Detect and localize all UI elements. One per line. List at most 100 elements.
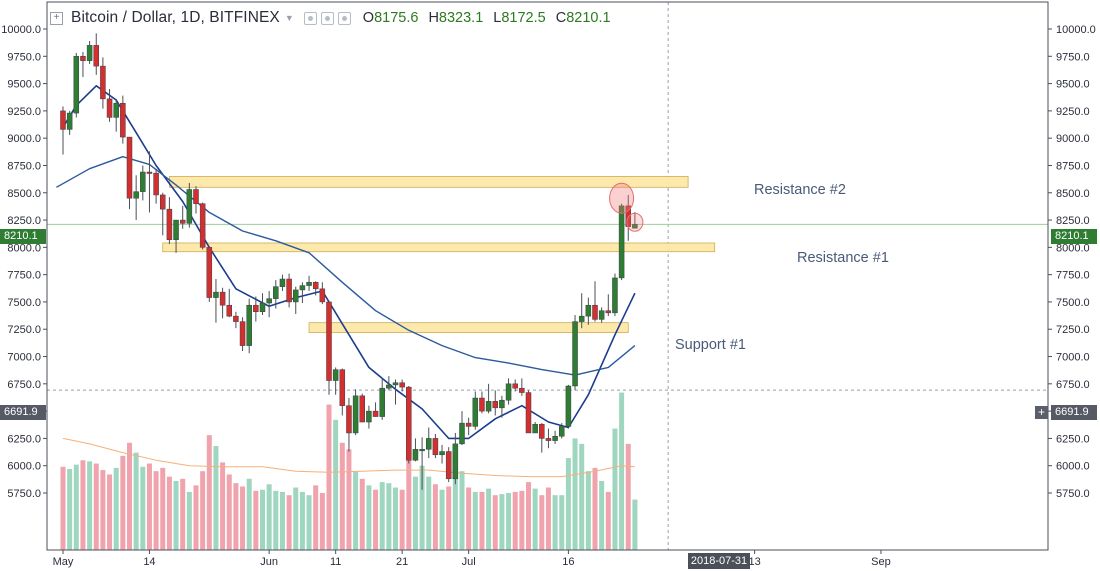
- candle-body: [419, 449, 425, 452]
- y-tick-label-left: 9750.0: [7, 51, 41, 63]
- volume-bar: [393, 487, 398, 550]
- volume-bar: [286, 495, 292, 550]
- candle-body: [372, 410, 379, 417]
- crosshair-price-badge-left: 6691.9: [0, 405, 46, 420]
- zone-1: [168, 175, 689, 188]
- candle-body: [153, 172, 159, 196]
- x-tick-label: Jun: [260, 556, 278, 568]
- candle-body: [73, 56, 80, 114]
- candle-body: [253, 304, 259, 313]
- volume-bar: [206, 435, 212, 550]
- volume-bar: [439, 489, 445, 550]
- symbol-title[interactable]: Bitcoin / Dollar, 1D, BITFINEX: [71, 9, 280, 26]
- y-tick-label-right: 8000.0: [1056, 242, 1090, 254]
- volume-bar: [466, 487, 472, 550]
- zone-label-resistance-1[interactable]: Resistance #1: [797, 250, 889, 266]
- candle-body: [525, 392, 532, 434]
- volume-bar: [339, 442, 345, 550]
- candle-body: [452, 443, 459, 480]
- volume-bar: [160, 467, 166, 550]
- x-tick-label: Sep: [871, 556, 891, 568]
- candle-body: [585, 304, 592, 317]
- candles-layer: [60, 33, 638, 490]
- volume-bar: [93, 463, 99, 550]
- y-tick-label-left: 10000.0: [1, 24, 41, 36]
- volume-bar: [333, 419, 339, 550]
- y-tick-label-left: 6250.0: [7, 433, 41, 445]
- y-tick-label-right: 6250.0: [1056, 433, 1090, 445]
- volume-bar: [479, 491, 485, 550]
- volume-bar: [412, 476, 418, 550]
- visibility-icon[interactable]: [303, 11, 317, 25]
- candle-body: [539, 423, 545, 439]
- highlights-layer: [609, 182, 644, 232]
- ohlc-readout: O8175.6 H8323.1 L8172.5 C8210.1: [363, 10, 611, 26]
- volume-bar: [113, 467, 119, 550]
- y-tick-label-left: 8000.0: [7, 242, 41, 254]
- y-tick-label-right: 7750.0: [1056, 270, 1090, 282]
- crosshair-price-badge-right: 6691.9: [1051, 405, 1097, 420]
- zones-layer[interactable]: [162, 175, 716, 333]
- zone-label-support-1[interactable]: Support #1: [675, 337, 746, 353]
- volume-bar: [299, 491, 305, 550]
- volume-bar: [220, 462, 226, 550]
- volume-bar: [532, 488, 538, 550]
- volume-bar: [432, 484, 438, 550]
- volume-bar: [107, 474, 113, 550]
- last-price-badge-left: 8210.1: [0, 229, 46, 244]
- candle-body: [273, 286, 279, 299]
- candle-body: [618, 205, 625, 279]
- ohlc-close: C8210.1: [555, 10, 611, 26]
- volume-bar: [240, 486, 246, 550]
- candle-body: [173, 219, 179, 240]
- expand-icon[interactable]: +: [50, 11, 63, 25]
- candle-body: [206, 247, 213, 298]
- zone-label-resistance-2[interactable]: Resistance #2: [754, 182, 846, 198]
- volume-bar: [146, 463, 152, 550]
- y-tick-label-right: 8750.0: [1056, 160, 1090, 172]
- y-tick-label-left: 7750.0: [7, 270, 41, 282]
- candle-body: [492, 401, 498, 409]
- candle-body: [352, 395, 359, 434]
- volume-bar: [233, 483, 239, 550]
- volume-bar: [153, 471, 159, 550]
- x-tick-label: 13: [748, 556, 760, 568]
- y-tick-label-right: 7500.0: [1056, 297, 1090, 309]
- volume-bar: [399, 489, 405, 550]
- y-tick-label-left: 9250.0: [7, 106, 41, 118]
- candle-body: [445, 451, 452, 480]
- chevron-down-icon[interactable]: ▼: [284, 13, 294, 23]
- candle-body: [246, 304, 252, 346]
- volume-bar: [266, 484, 272, 550]
- volume-bar: [100, 470, 106, 550]
- candle-body: [233, 315, 239, 322]
- close-icon[interactable]: [337, 11, 351, 25]
- candle-body: [219, 291, 226, 306]
- volume-bar: [492, 495, 498, 550]
- volume-bar: [127, 442, 132, 550]
- volume-bar: [313, 485, 319, 550]
- candle-body: [299, 285, 306, 291]
- candle-body: [399, 382, 405, 388]
- candle-body: [146, 171, 153, 174]
- candle-body: [552, 435, 558, 441]
- volume-bar: [512, 491, 518, 550]
- volume-bar: [572, 438, 578, 550]
- y-tick-label-left: 5750.0: [7, 488, 41, 500]
- add-alert-button[interactable]: +: [1035, 406, 1048, 419]
- volume-bar: [273, 490, 279, 550]
- volume-bar: [406, 460, 412, 550]
- candle-body: [485, 401, 492, 412]
- candle-body: [406, 386, 412, 461]
- volume-bar: [619, 392, 625, 550]
- candle-body: [66, 112, 73, 130]
- settings-icon[interactable]: [320, 11, 334, 25]
- y-tick-label-right: 5750.0: [1056, 488, 1090, 500]
- y-tick-label-left: 8750.0: [7, 160, 41, 172]
- candle-body: [532, 423, 538, 434]
- volume-bar: [373, 489, 379, 550]
- y-tick-label-left: 7250.0: [7, 324, 41, 336]
- candle-body: [126, 136, 133, 199]
- volume-bar: [87, 461, 93, 550]
